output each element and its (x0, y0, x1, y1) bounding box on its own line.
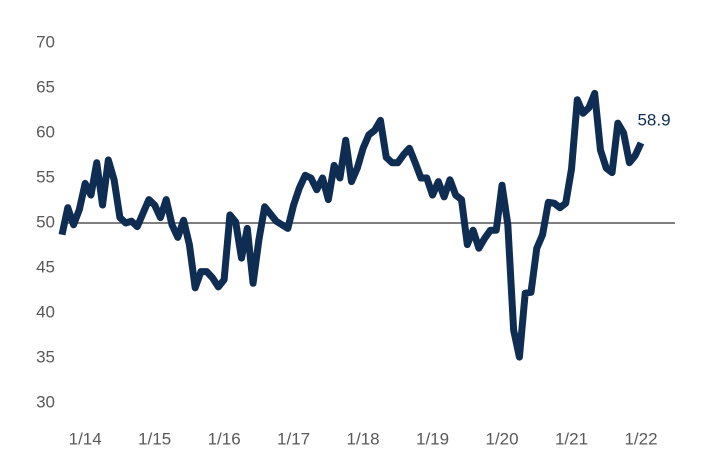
y-tick-label: 35 (36, 347, 55, 366)
x-tick-label: 1/18 (347, 429, 380, 448)
x-tick-label: 1/21 (555, 429, 588, 448)
y-tick-label: 55 (36, 167, 55, 186)
x-tick-label: 1/16 (208, 429, 241, 448)
x-tick-label: 1/22 (624, 429, 657, 448)
y-tick-label: 40 (36, 302, 55, 321)
y-tick-label: 70 (36, 32, 55, 51)
y-tick-label: 60 (36, 122, 55, 141)
x-tick-label: 1/20 (485, 429, 518, 448)
y-tick-label: 45 (36, 257, 55, 276)
y-tick-label: 65 (36, 77, 55, 96)
y-tick-label: 50 (36, 212, 55, 231)
x-tick-label: 1/15 (138, 429, 171, 448)
x-tick-label: 1/17 (277, 429, 310, 448)
data-line (58, 89, 645, 361)
y-tick-label: 30 (36, 392, 55, 411)
x-tick-label: 1/14 (69, 429, 102, 448)
x-tick-label: 1/19 (416, 429, 449, 448)
value-label: 58.9 (637, 110, 670, 129)
